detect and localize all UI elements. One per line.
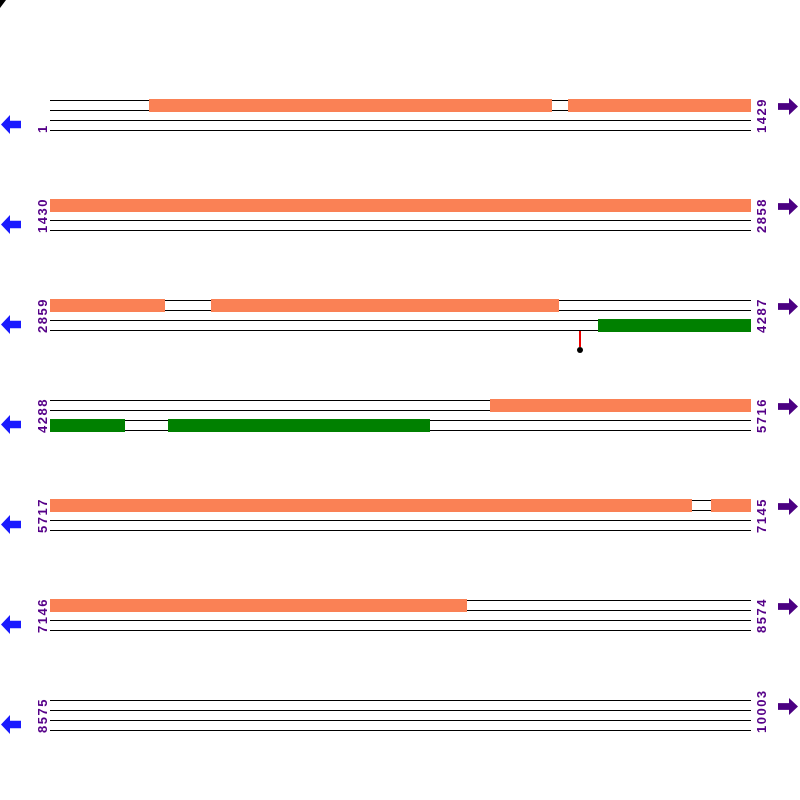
forward-feature-bar[interactable] bbox=[711, 499, 751, 512]
left-arrow-icon[interactable] bbox=[1, 515, 21, 534]
track-line bbox=[50, 700, 751, 701]
right-arrow-icon[interactable] bbox=[778, 198, 798, 215]
track-line bbox=[50, 630, 751, 631]
row-end-label: 1429 bbox=[754, 98, 769, 133]
row-end-label: 7145 bbox=[754, 498, 769, 533]
row-end-label: 8574 bbox=[754, 598, 769, 633]
row-start-label: 8575 bbox=[35, 698, 50, 733]
track-line bbox=[50, 400, 751, 401]
marker-pin-line bbox=[579, 331, 581, 347]
row-start-label: 2859 bbox=[35, 298, 50, 333]
right-arrow-icon[interactable] bbox=[778, 398, 798, 415]
forward-feature-bar[interactable] bbox=[568, 99, 751, 112]
track-line bbox=[50, 620, 751, 621]
forward-feature-bar[interactable] bbox=[50, 499, 692, 512]
row-end-label: 10003 bbox=[754, 689, 769, 733]
forward-feature-bar[interactable] bbox=[211, 299, 559, 312]
row-start-label: 7146 bbox=[35, 598, 50, 633]
track-line bbox=[50, 330, 751, 331]
reverse-feature-bar[interactable] bbox=[168, 419, 430, 432]
corner-artifact bbox=[0, 0, 6, 8]
right-arrow-icon[interactable] bbox=[778, 98, 798, 115]
track-line bbox=[50, 230, 751, 231]
reverse-feature-bar[interactable] bbox=[50, 419, 125, 432]
left-arrow-icon[interactable] bbox=[1, 715, 21, 734]
left-arrow-icon[interactable] bbox=[1, 415, 21, 434]
track-line bbox=[50, 520, 751, 521]
right-arrow-icon[interactable] bbox=[778, 698, 798, 715]
left-arrow-icon[interactable] bbox=[1, 215, 21, 234]
track-line bbox=[50, 710, 751, 711]
row-end-label: 2858 bbox=[754, 198, 769, 233]
track-line bbox=[50, 220, 751, 221]
forward-feature-bar[interactable] bbox=[149, 99, 552, 112]
left-arrow-icon[interactable] bbox=[1, 315, 21, 334]
track-line bbox=[50, 130, 751, 131]
track-line bbox=[50, 410, 751, 411]
reverse-feature-bar[interactable] bbox=[598, 319, 751, 332]
row-start-label: 1430 bbox=[35, 198, 50, 233]
row-end-label: 5716 bbox=[754, 398, 769, 433]
right-arrow-icon[interactable] bbox=[778, 498, 798, 515]
forward-feature-bar[interactable] bbox=[50, 599, 467, 612]
track-line bbox=[50, 720, 751, 721]
row-end-label: 4287 bbox=[754, 298, 769, 333]
forward-feature-bar[interactable] bbox=[50, 299, 165, 312]
track-line bbox=[50, 530, 751, 531]
left-arrow-icon[interactable] bbox=[1, 115, 21, 134]
track-line bbox=[50, 320, 751, 321]
track-line bbox=[50, 120, 751, 121]
row-start-label: 5717 bbox=[35, 498, 50, 533]
forward-feature-bar[interactable] bbox=[490, 399, 751, 412]
forward-feature-bar[interactable] bbox=[50, 199, 751, 212]
track-line bbox=[50, 730, 751, 731]
row-start-label: 4288 bbox=[35, 398, 50, 433]
left-arrow-icon[interactable] bbox=[1, 615, 21, 634]
right-arrow-icon[interactable] bbox=[778, 298, 798, 315]
right-arrow-icon[interactable] bbox=[778, 598, 798, 615]
row-start-label: 1 bbox=[35, 124, 50, 133]
marker-pin-dot bbox=[577, 347, 583, 353]
